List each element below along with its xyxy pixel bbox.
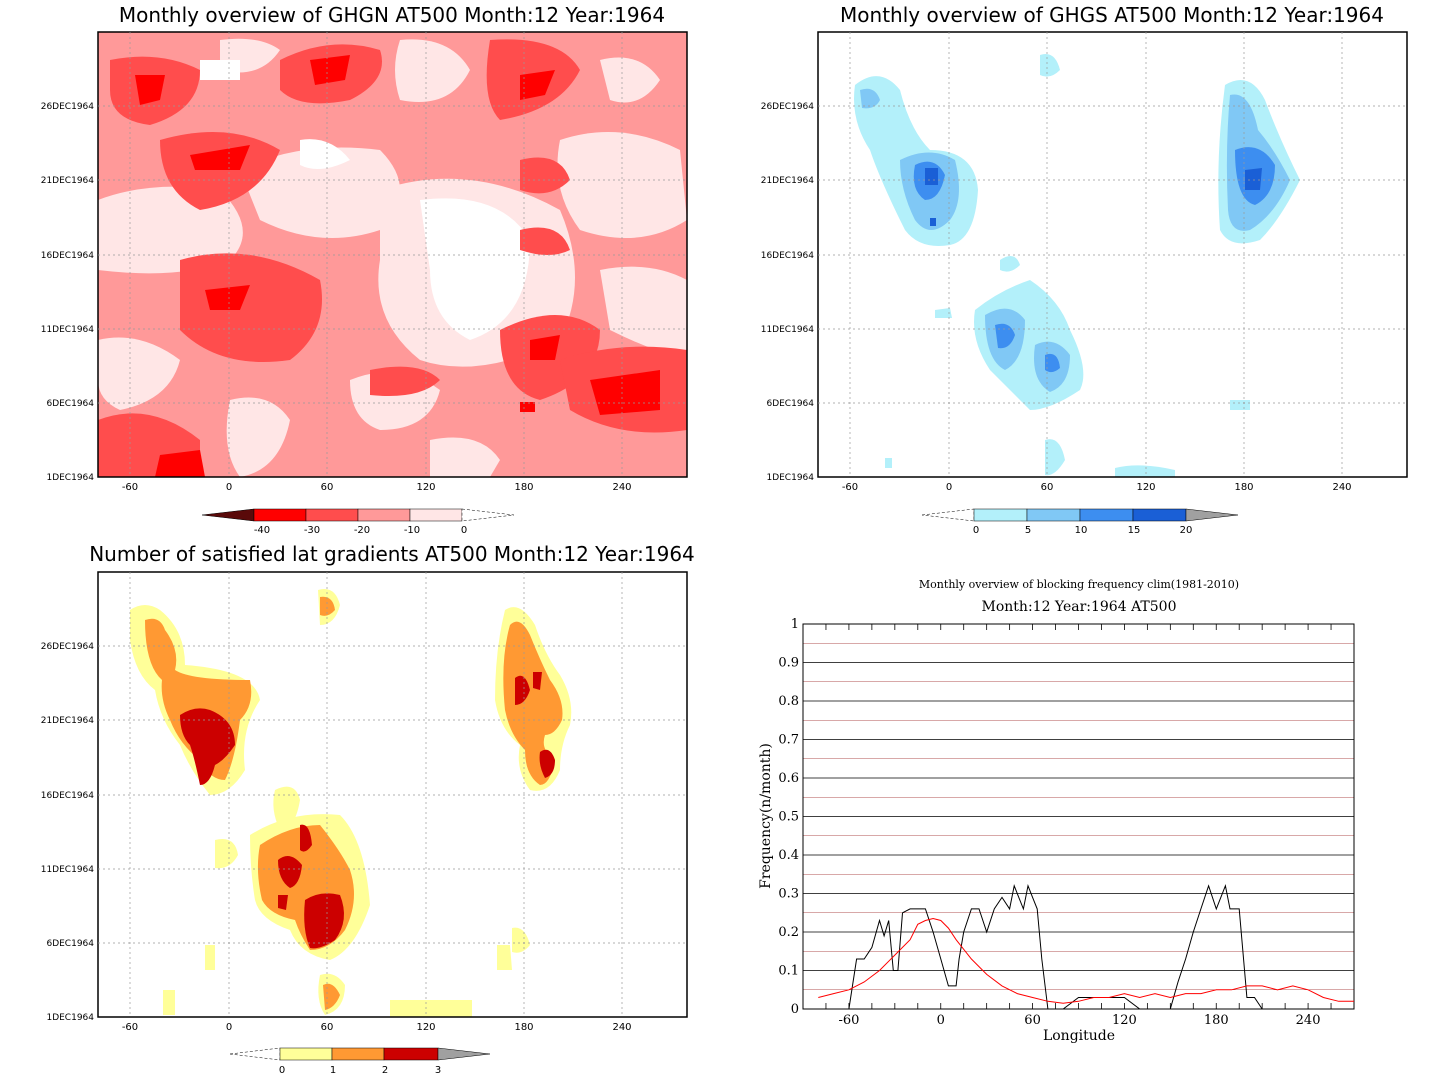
ghgn-x-axis: -60 0 60 120 180 240: [122, 482, 632, 493]
lat-xtick: -60: [122, 1022, 138, 1033]
lat-ytick: 26DEC1964: [41, 642, 95, 652]
lat-xtick: 180: [514, 1022, 533, 1033]
ghgs-cbar-label: 5: [1025, 525, 1031, 536]
line-ytick: 0.2: [778, 925, 799, 940]
ghgn-y-axis: 26DEC1964 21DEC1964 16DEC1964 11DEC1964 …: [41, 102, 95, 483]
line-ytick: 0.3: [778, 887, 799, 902]
ghgs-cbar-label: 15: [1128, 525, 1141, 536]
ghgs-ytick: 16DEC1964: [761, 251, 815, 261]
ghgn-xtick: 120: [416, 482, 435, 493]
ghgs-cbar-label: 0: [973, 525, 979, 536]
lat-panel: Number of satisfied lat gradients AT500 …: [41, 542, 695, 1076]
lat-cbar-label: 1: [330, 1065, 336, 1076]
lat-ytick: 16DEC1964: [41, 791, 95, 801]
line-chart-xlabel: Longitude: [1043, 1028, 1115, 1044]
line-ytick: 0: [791, 1002, 799, 1017]
line-ytick: 0.9: [778, 656, 799, 671]
line-chart-subtitle: Month:12 Year:1964 AT500: [982, 599, 1177, 615]
lat-cbar-label: 3: [435, 1065, 441, 1076]
ghgn-xtick: 180: [514, 482, 533, 493]
ghgn-cbar-label: -30: [304, 525, 320, 536]
lat-xtick: 60: [321, 1022, 334, 1033]
ghgs-cbar-label: 20: [1180, 525, 1193, 536]
ghgs-xtick: 120: [1136, 482, 1155, 493]
lat-x-axis: -60 0 60 120 180 240: [122, 1022, 632, 1033]
ghgs-xtick: 0: [946, 482, 952, 493]
ghgn-ytick: 1DEC1964: [46, 473, 94, 483]
lat-title: Number of satisfied lat gradients AT500 …: [89, 542, 695, 566]
line-ytick: 0.5: [778, 810, 799, 825]
ghgn-title: Monthly overview of GHGN AT500 Month:12 …: [119, 3, 665, 27]
ghgn-cbar-label: -40: [254, 525, 270, 536]
ghgn-panel: Monthly overview of GHGN AT500 Month:12 …: [41, 3, 688, 536]
ghgn-cbar-label: 0: [461, 525, 467, 536]
ghgs-xtick: 240: [1332, 482, 1351, 493]
ghgs-ytick: 26DEC1964: [761, 102, 815, 112]
line-xtick: 120: [1112, 1013, 1137, 1028]
line-ytick: 0.6: [778, 771, 799, 786]
ghgs-cbar-label: 10: [1075, 525, 1088, 536]
lat-xtick: 120: [416, 1022, 435, 1033]
series-line-black: [848, 884, 1270, 1010]
ghgs-ytick: 21DEC1964: [761, 176, 815, 186]
ghgn-ytick: 11DEC1964: [41, 325, 95, 335]
line-ytick: 0.8: [778, 694, 799, 709]
line-xtick: -60: [838, 1013, 859, 1028]
lat-plot-area: [97, 571, 688, 1018]
ghgs-title: Monthly overview of GHGS AT500 Month:12 …: [840, 3, 1384, 27]
line-chart-ylabel: Frequency(n/month): [758, 743, 774, 889]
lat-ytick: 6DEC1964: [46, 939, 94, 949]
ghgn-xtick: 0: [226, 482, 232, 493]
ghgn-colorbar: -40 -30 -20 -10 0: [201, 508, 515, 536]
ghgn-ytick: 16DEC1964: [41, 251, 95, 261]
line-ytick: 1: [791, 617, 799, 632]
line-chart-y-axis: 0 0.1 0.2 0.3 0.4 0.5 0.6 0.7 0.8 0.9 1: [778, 617, 799, 1017]
ghgn-ytick: 26DEC1964: [41, 102, 95, 112]
line-ytick: 0.4: [778, 848, 799, 863]
ghgs-xtick: -60: [842, 482, 858, 493]
ghgs-ytick: 6DEC1964: [766, 399, 814, 409]
ghgs-xtick: 180: [1234, 482, 1253, 493]
ghgn-ytick: 21DEC1964: [41, 176, 95, 186]
ghgs-y-axis: 26DEC1964 21DEC1964 16DEC1964 11DEC1964 …: [761, 102, 815, 483]
line-chart-grid: [803, 623, 1354, 1010]
ghgn-xtick: 60: [321, 482, 334, 493]
line-chart-title: Monthly overview of blocking frequency c…: [919, 578, 1239, 591]
lat-xtick: 240: [612, 1022, 631, 1033]
ghgs-ytick: 1DEC1964: [766, 473, 814, 483]
ghgs-plot-area: [817, 31, 1408, 478]
line-ytick: 0.7: [778, 733, 799, 748]
lat-ytick: 21DEC1964: [41, 716, 95, 726]
ghgn-xtick: -60: [122, 482, 138, 493]
ghgn-ytick: 6DEC1964: [46, 399, 94, 409]
line-chart-x-axis: -60 0 60 120 180 240: [825, 624, 1332, 1028]
ghgn-cbar-label: -20: [354, 525, 370, 536]
line-xtick: 0: [937, 1013, 945, 1028]
ghgs-panel: Monthly overview of GHGS AT500 Month:12 …: [761, 3, 1408, 536]
lat-colorbar: 0 1 2 3: [229, 1047, 491, 1076]
ghgn-xtick: 240: [612, 482, 631, 493]
lat-ytick: 11DEC1964: [41, 865, 95, 875]
line-chart-series: [818, 884, 1354, 1010]
ghgs-colorbar: 0 5 10 15 20: [921, 508, 1239, 536]
line-xtick: 240: [1296, 1013, 1321, 1028]
line-xtick: 180: [1204, 1013, 1229, 1028]
lat-y-axis: 26DEC1964 21DEC1964 16DEC1964 11DEC1964 …: [41, 642, 95, 1023]
ghgn-plot-area: [97, 31, 688, 478]
lat-ytick: 1DEC1964: [46, 1013, 94, 1023]
lat-cbar-label: 0: [279, 1065, 285, 1076]
series-line-red: [818, 917, 1354, 1004]
line-ytick: 0.1: [778, 964, 799, 979]
line-xtick: 60: [1024, 1013, 1041, 1028]
ghgs-ytick: 11DEC1964: [761, 325, 815, 335]
blocking-freq-panel: Monthly overview of blocking frequency c…: [758, 578, 1355, 1044]
ghgs-x-axis: -60 0 60 120 180 240: [842, 482, 1352, 493]
lat-cbar-label: 2: [382, 1065, 388, 1076]
ghgn-cbar-label: -10: [404, 525, 420, 536]
ghgs-xtick: 60: [1041, 482, 1054, 493]
lat-xtick: 0: [226, 1022, 232, 1033]
